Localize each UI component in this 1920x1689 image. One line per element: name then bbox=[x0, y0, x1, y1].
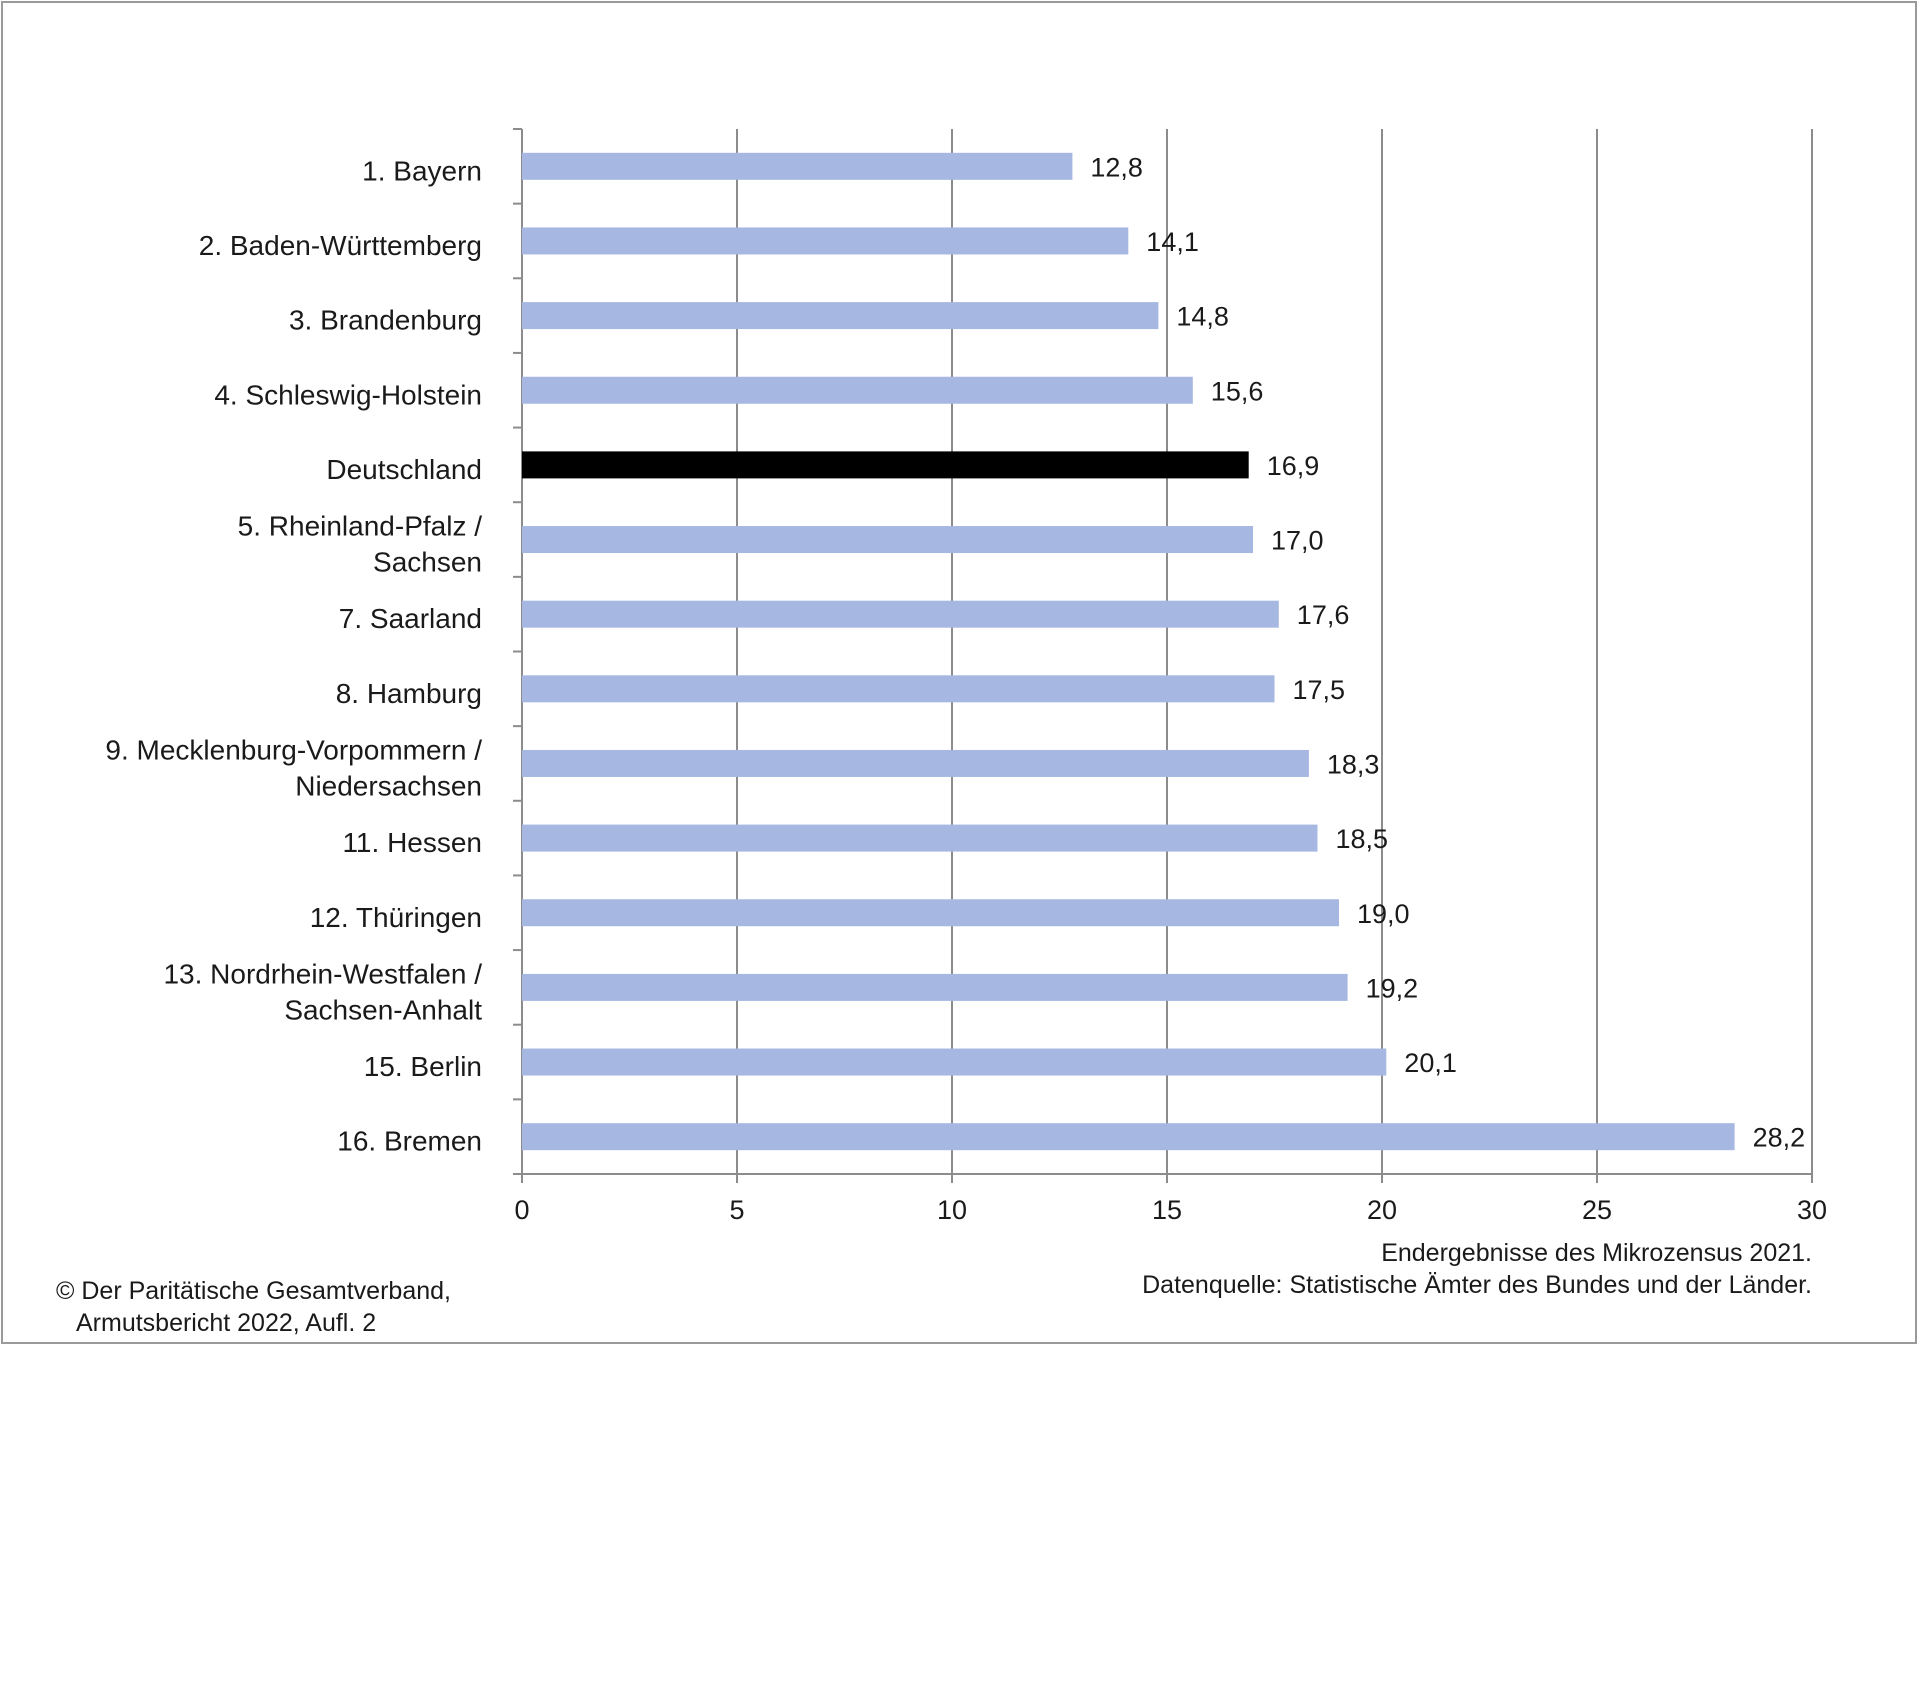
category-label-5-line-1: Sachsen bbox=[373, 547, 482, 578]
bar-5 bbox=[522, 526, 1253, 554]
source-note: Endergebnisse des Mikrozensus 2021. Date… bbox=[1142, 1237, 1812, 1301]
bar-chart: 0 5 10 15 20 25 30 12,8 1. Bayern 14,1 2. Baden-Wü… bbox=[105, 128, 1827, 1225]
bar-13 bbox=[522, 1123, 1735, 1151]
x-tick-label-10: 10 bbox=[937, 1195, 967, 1225]
category-label-5-line-0: 5. Rheinland-Pfalz / bbox=[238, 511, 483, 542]
bar-9 bbox=[522, 824, 1318, 852]
value-label-1: 14,1 bbox=[1146, 227, 1199, 257]
category-label-6: 7. Saarland bbox=[339, 603, 482, 634]
category-label-10: 12. Thüringen bbox=[310, 902, 482, 933]
value-label-0: 12,8 bbox=[1090, 152, 1143, 182]
source-line-2: Datenquelle: Statistische Ämter des Bund… bbox=[1142, 1271, 1812, 1299]
value-label-4: 16,9 bbox=[1267, 451, 1320, 481]
bar-3 bbox=[522, 376, 1193, 404]
value-label-5: 17,0 bbox=[1271, 526, 1324, 556]
value-label-9: 18,5 bbox=[1336, 824, 1389, 854]
bar-4 bbox=[522, 451, 1249, 479]
copyright-line-2: Armutsbericht 2022, Aufl. 2 bbox=[76, 1309, 377, 1337]
x-tick-label-0: 0 bbox=[514, 1195, 529, 1225]
bar-10 bbox=[522, 899, 1339, 927]
value-label-6: 17,6 bbox=[1297, 600, 1350, 630]
source-line-1: Endergebnisse des Mikrozensus 2021. bbox=[1381, 1239, 1812, 1267]
bar-11 bbox=[522, 973, 1348, 1001]
value-label-11: 19,2 bbox=[1366, 973, 1419, 1003]
x-tick-label-30: 30 bbox=[1797, 1195, 1827, 1225]
category-label-12: 15. Berlin bbox=[364, 1051, 482, 1082]
x-tick-label-25: 25 bbox=[1582, 1195, 1612, 1225]
category-label-13: 16. Bremen bbox=[337, 1126, 482, 1157]
value-label-7: 17,5 bbox=[1293, 675, 1346, 705]
category-label-3: 4. Schleswig-Holstein bbox=[214, 379, 482, 410]
bar-0 bbox=[522, 152, 1073, 180]
bar-6 bbox=[522, 600, 1279, 628]
value-label-13: 28,2 bbox=[1753, 1123, 1806, 1153]
value-label-2: 14,8 bbox=[1176, 302, 1229, 332]
category-label-8-line-0: 9. Mecklenburg-Vorpommern / bbox=[105, 734, 482, 765]
x-tick-label-15: 15 bbox=[1152, 1195, 1182, 1225]
category-label-11-line-1: Sachsen-Anhalt bbox=[284, 994, 482, 1025]
copyright-line-1: © Der Paritätische Gesamtverband, bbox=[56, 1277, 451, 1305]
category-label-11-line-0: 13. Nordrhein-Westfalen / bbox=[163, 958, 482, 989]
category-label-2: 3. Brandenburg bbox=[289, 305, 482, 336]
x-tick-label-5: 5 bbox=[729, 1195, 744, 1225]
category-label-1: 2. Baden-Württemberg bbox=[199, 230, 482, 261]
bar-8 bbox=[522, 749, 1309, 777]
value-label-10: 19,0 bbox=[1357, 899, 1410, 929]
bar-2 bbox=[522, 302, 1159, 330]
category-label-0: 1. Bayern bbox=[362, 155, 482, 186]
category-label-4: Deutschland bbox=[326, 454, 482, 485]
bar-7 bbox=[522, 675, 1275, 703]
category-label-8-line-1: Niedersachsen bbox=[295, 770, 482, 801]
copyright-note: © Der Paritätische Gesamtverband, Armuts… bbox=[56, 1275, 451, 1339]
bar-1 bbox=[522, 227, 1129, 255]
bar-12 bbox=[522, 1048, 1387, 1076]
value-label-3: 15,6 bbox=[1211, 376, 1264, 406]
category-label-7: 8. Hamburg bbox=[336, 678, 482, 709]
value-label-8: 18,3 bbox=[1327, 749, 1380, 779]
category-label-9: 11. Hessen bbox=[342, 827, 482, 858]
value-label-12: 20,1 bbox=[1404, 1048, 1457, 1078]
x-tick-label-20: 20 bbox=[1367, 1195, 1397, 1225]
